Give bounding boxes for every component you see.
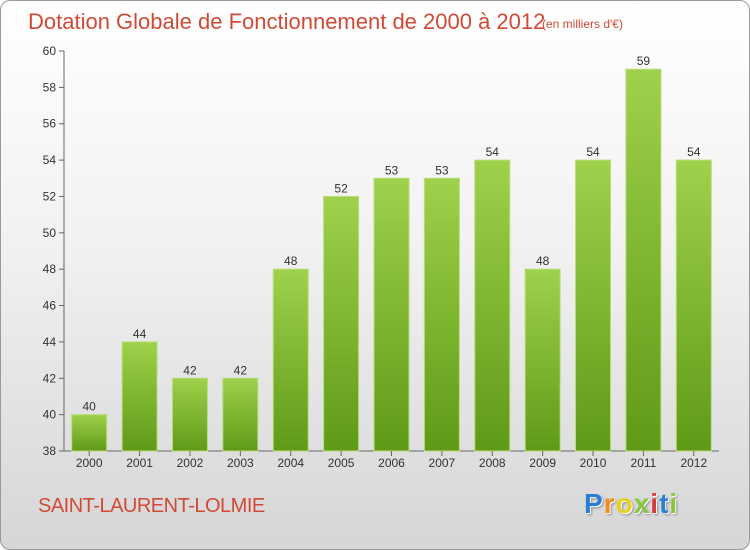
logo-letter: t	[659, 488, 670, 519]
x-tick-label: 2000	[76, 456, 103, 470]
bar	[625, 68, 662, 452]
logo-letter: o	[615, 488, 634, 519]
y-tick-label: 56	[43, 117, 57, 131]
x-tick-label: 2005	[328, 456, 355, 470]
bar	[272, 268, 309, 452]
bar-value-label: 48	[284, 254, 298, 268]
x-tick-label: 2002	[177, 456, 204, 470]
commune-name: SAINT-LAURENT-LOLMIE	[38, 495, 265, 517]
x-tick-label: 2008	[479, 456, 506, 470]
proxiti-logo: Proxiti	[584, 488, 678, 520]
bar	[524, 268, 561, 452]
bar	[675, 159, 712, 452]
logo-letter: r	[603, 488, 616, 519]
x-tick-label: 2012	[680, 456, 707, 470]
bar-value-label: 44	[133, 327, 147, 341]
y-tick-label: 60	[43, 44, 57, 58]
x-tick-label: 2004	[277, 456, 304, 470]
x-tick-label: 2010	[580, 456, 607, 470]
y-tick-label: 44	[43, 335, 57, 349]
y-tick-label: 40	[43, 408, 57, 422]
bar	[323, 195, 360, 452]
y-tick-label: 58	[43, 80, 57, 94]
chart-unit-note: (en milliers d'€)	[542, 17, 623, 31]
bar	[575, 159, 612, 452]
logo-letter: i	[669, 488, 679, 519]
bar-value-label: 53	[435, 163, 449, 177]
bar	[71, 414, 108, 452]
bar-value-label: 40	[83, 400, 97, 414]
x-tick-label: 2011	[631, 456, 657, 470]
logo-letter: x	[633, 488, 651, 519]
y-tick-label: 38	[43, 444, 57, 458]
bar-value-label: 54	[586, 145, 600, 159]
logo-letter: i	[650, 488, 660, 519]
bar	[474, 159, 511, 452]
y-tick-label: 48	[43, 262, 57, 276]
bar-value-label: 42	[234, 363, 248, 377]
x-tick-label: 2009	[529, 456, 556, 470]
bar-value-label: 53	[385, 163, 399, 177]
bar-value-label: 52	[334, 181, 348, 195]
bar	[121, 341, 158, 452]
y-tick-label: 46	[43, 299, 57, 313]
bar	[373, 177, 410, 452]
logo-letter: P	[584, 488, 604, 519]
bar	[423, 177, 460, 452]
y-tick-label: 52	[43, 189, 57, 203]
bar	[171, 377, 208, 452]
bar-value-label: 48	[536, 254, 550, 268]
chart-title: Dotation Globale de Fonctionnement de 20…	[28, 9, 546, 34]
bar-value-label: 59	[637, 54, 651, 68]
bar-value-label: 42	[183, 363, 197, 377]
bar	[222, 377, 259, 452]
y-tick-label: 54	[43, 153, 57, 167]
y-tick-label: 50	[43, 226, 57, 240]
bar-value-label: 54	[486, 145, 500, 159]
x-tick-label: 2003	[227, 456, 254, 470]
bar-value-label: 54	[687, 145, 701, 159]
x-tick-label: 2001	[126, 456, 153, 470]
y-tick-label: 42	[43, 371, 57, 385]
x-tick-label: 2007	[429, 456, 456, 470]
x-tick-label: 2006	[378, 456, 405, 470]
